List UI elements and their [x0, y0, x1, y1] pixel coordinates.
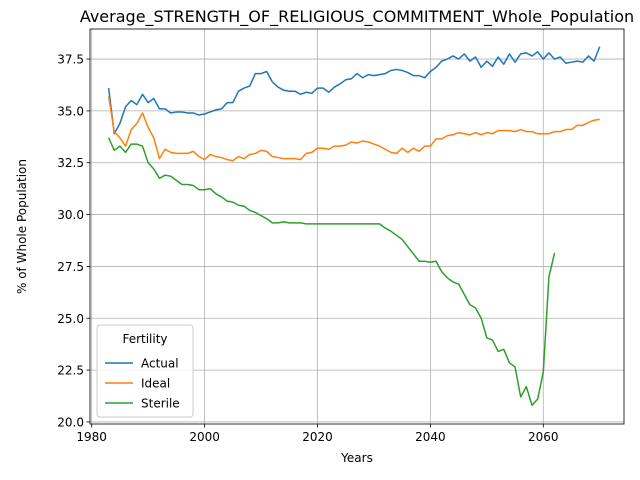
- y-tick-label: 32.5: [57, 156, 84, 170]
- x-tick-label: 2000: [189, 430, 220, 444]
- chart-title: Average_STRENGTH_OF_RELIGIOUS_COMMITMENT…: [80, 7, 634, 27]
- y-tick-label: 22.5: [57, 364, 84, 378]
- x-tick-label: 2060: [528, 430, 559, 444]
- series-line-sterile: [107, 137, 556, 407]
- y-tick-label: 37.5: [57, 53, 84, 67]
- y-axis-ticks: 20.0 22.5 25.0 27.5 30.0 32.5 35.0 37.5: [57, 53, 90, 429]
- x-axis-label: Years: [340, 451, 373, 465]
- series-group: [107, 46, 601, 407]
- grid-lines: [90, 29, 624, 424]
- legend-title: Fertility: [122, 332, 167, 346]
- axes-frame: [89, 28, 625, 425]
- y-axis-label: % of Whole Population: [15, 159, 29, 294]
- legend-label-ideal: Ideal: [141, 377, 170, 391]
- x-tick-label: 2040: [415, 430, 446, 444]
- x-axis-ticks: 1980 2000 2020 2040 2060: [76, 424, 559, 444]
- series-line-actual: [107, 46, 601, 135]
- x-tick-label: 2020: [302, 430, 333, 444]
- legend-box: [96, 324, 194, 418]
- y-tick-label: 25.0: [57, 312, 84, 326]
- series-line-ideal: [107, 96, 600, 162]
- x-tick-label: 1980: [76, 430, 107, 444]
- legend: Fertility Actual Ideal Sterile: [96, 324, 194, 418]
- legend-label-sterile: Sterile: [141, 397, 180, 411]
- y-tick-label: 20.0: [57, 415, 84, 429]
- y-tick-label: 35.0: [57, 104, 84, 118]
- plot-border: [89, 28, 625, 425]
- y-tick-label: 30.0: [57, 208, 84, 222]
- y-tick-label: 27.5: [57, 260, 84, 274]
- legend-label-actual: Actual: [141, 357, 179, 371]
